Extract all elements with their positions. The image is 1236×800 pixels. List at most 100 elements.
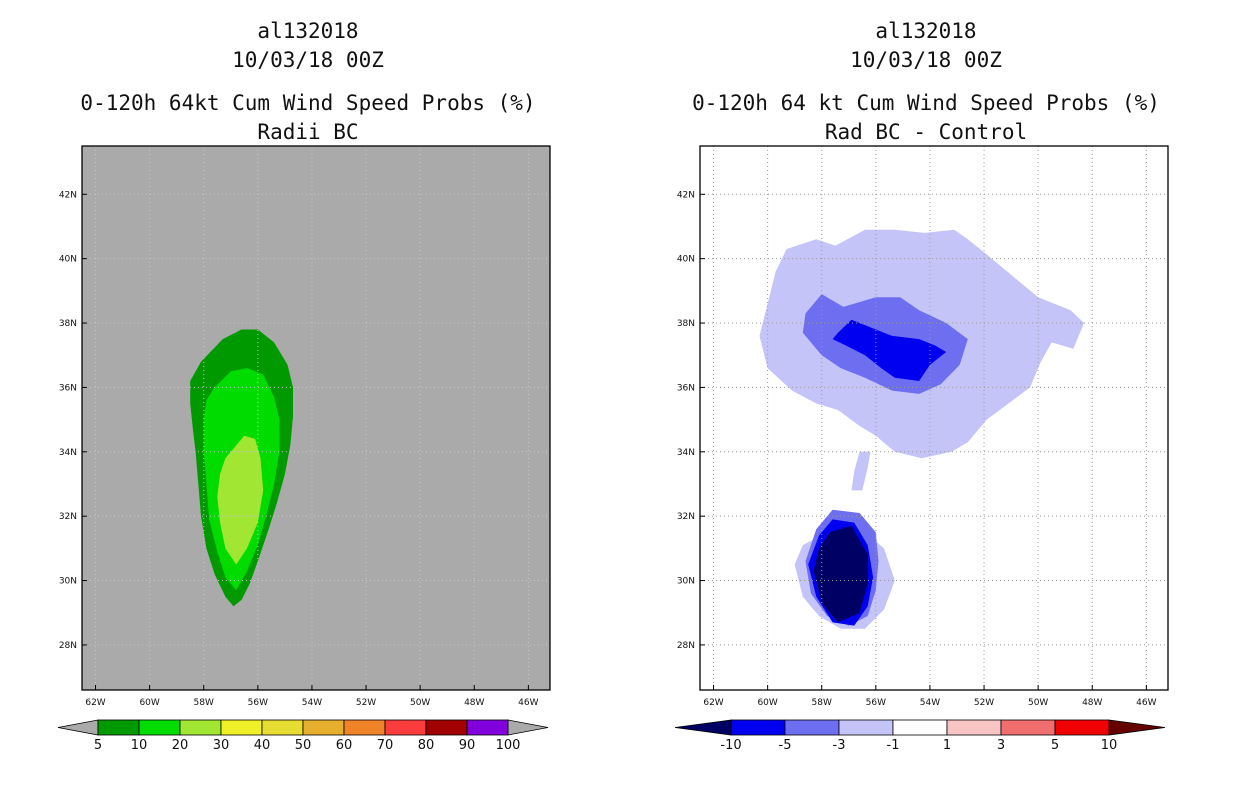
right-lat-tick-label-36N: 36N xyxy=(677,383,695,393)
left-panel: al132018 10/03/18 00Z 0-120h 64kt Cum Wi… xyxy=(57,19,551,753)
right-colorbar-label-1: 1 xyxy=(943,738,951,753)
left-lat-tick-label-42N: 42N xyxy=(59,190,77,200)
right-contour-layer xyxy=(759,229,1085,629)
right-colorbar-swatch-0 xyxy=(730,719,786,736)
left-colorbar-label-90: 90 xyxy=(459,738,476,753)
right-panel: al132018 10/03/18 00Z 0-120h 64 kt Cum W… xyxy=(674,19,1169,753)
left-colorbar-high-end xyxy=(507,719,549,736)
right-chart-subtitle: Rad BC - Control xyxy=(825,120,1027,144)
right-contour-neg1-2 xyxy=(851,451,871,491)
right-colorbar-swatch-6 xyxy=(1054,719,1110,736)
right-colorbar-label-5: 5 xyxy=(1051,738,1059,753)
right-colorbar-label--3: -3 xyxy=(833,738,846,753)
left-contour-layer xyxy=(190,329,293,607)
left-chart-subtitle: Radii BC xyxy=(257,120,358,144)
left-lat-tick-label-36N: 36N xyxy=(59,383,77,393)
left-colorbar-label-40: 40 xyxy=(254,738,271,753)
left-lat-tick-label-28N: 28N xyxy=(59,641,77,651)
left-colorbar-label-30: 30 xyxy=(213,738,230,753)
right-lat-tick-label-32N: 32N xyxy=(677,512,695,522)
right-colorbar-low-end xyxy=(674,719,732,736)
right-lon-tick-label-58W: 58W xyxy=(812,698,832,708)
left-colorbar-low-end xyxy=(57,719,99,736)
left-lat-tick-label-32N: 32N xyxy=(59,512,77,522)
right-colorbar-label-3: 3 xyxy=(997,738,1005,753)
left-axis-ticks: 62W 60W 58W 56W 54W 52W 50W 48W 46W 42N 40N 38N 36N 3… xyxy=(59,190,539,708)
right-axis-ticks: 62W 60W 58W 56W 54W 52W 50W 48W 46W 42N 40N 38N 36N 3… xyxy=(677,190,1157,708)
left-colorbar-label-5: 5 xyxy=(94,738,102,753)
left-colorbar-swatch-1 xyxy=(138,719,181,736)
right-chart-title: 0-120h 64 kt Cum Wind Speed Probs (%) xyxy=(692,91,1160,115)
right-colorbar-high-end xyxy=(1108,719,1166,736)
right-colorbar-label--10: -10 xyxy=(720,738,741,753)
right-lat-tick-label-42N: 42N xyxy=(677,190,695,200)
right-lon-tick-label-56W: 56W xyxy=(866,698,886,708)
left-colorbar-swatch-3 xyxy=(220,719,263,736)
left-lon-tick-label-50W: 50W xyxy=(410,698,430,708)
left-lon-tick-label-58W: 58W xyxy=(194,698,214,708)
right-colorbar-swatch-5 xyxy=(1000,719,1056,736)
right-lat-tick-label-40N: 40N xyxy=(677,255,695,265)
right-colorbar-label--1: -1 xyxy=(887,738,900,753)
right-lon-tick-label-60W: 60W xyxy=(757,698,777,708)
right-colorbar: -10 -5 -3 -1 1 3 5 10 xyxy=(674,719,1166,753)
left-colorbar-label-10: 10 xyxy=(131,738,148,753)
right-lon-tick-label-48W: 48W xyxy=(1082,698,1102,708)
left-plot-frame xyxy=(81,145,551,691)
right-plot-frame xyxy=(699,145,1169,691)
left-colorbar-swatch-4 xyxy=(261,719,304,736)
left-colorbar-label-80: 80 xyxy=(418,738,435,753)
left-lon-tick-label-62W: 62W xyxy=(85,698,105,708)
right-colorbar-swatch-3 xyxy=(892,719,948,736)
right-lon-tick-label-50W: 50W xyxy=(1028,698,1048,708)
right-colorbar-label--5: -5 xyxy=(779,738,792,753)
right-lat-tick-label-38N: 38N xyxy=(677,319,695,329)
left-lon-tick-label-56W: 56W xyxy=(248,698,268,708)
left-colorbar-swatch-8 xyxy=(425,719,468,736)
left-plot-background xyxy=(82,146,550,690)
left-contour-20-2 xyxy=(217,435,264,565)
left-grid xyxy=(82,146,550,690)
right-colorbar-swatch-1 xyxy=(784,719,840,736)
right-datetime: 10/03/18 00Z xyxy=(850,48,1002,72)
right-colorbar-label-10: 10 xyxy=(1101,738,1118,753)
left-colorbar-swatch-0 xyxy=(97,719,140,736)
right-lat-tick-label-28N: 28N xyxy=(677,641,695,651)
left-colorbar-label-100: 100 xyxy=(496,738,521,753)
left-storm-id: al132018 xyxy=(257,19,358,43)
left-colorbar-label-50: 50 xyxy=(295,738,312,753)
right-colorbar-swatch-2 xyxy=(838,719,894,736)
left-colorbar-swatch-7 xyxy=(384,719,427,736)
right-lat-tick-label-30N: 30N xyxy=(677,577,695,587)
left-lat-tick-label-30N: 30N xyxy=(59,577,77,587)
left-lon-tick-label-60W: 60W xyxy=(139,698,159,708)
right-contour-neg10-7 xyxy=(813,525,868,623)
left-colorbar-label-70: 70 xyxy=(377,738,394,753)
left-lat-tick-label-34N: 34N xyxy=(59,448,77,458)
right-storm-id: al132018 xyxy=(875,19,976,43)
right-colorbar-swatch-4 xyxy=(946,719,1002,736)
left-colorbar-swatch-9 xyxy=(466,719,509,736)
left-colorbar-swatch-5 xyxy=(302,719,345,736)
left-colorbar-label-60: 60 xyxy=(336,738,353,753)
left-colorbar: 5 10 20 30 40 50 60 70 80 90 100 xyxy=(57,719,549,753)
left-colorbar-swatch-6 xyxy=(343,719,386,736)
left-lon-tick-label-52W: 52W xyxy=(356,698,376,708)
right-grid xyxy=(700,146,1168,690)
right-lon-tick-label-52W: 52W xyxy=(974,698,994,708)
left-chart-title: 0-120h 64kt Cum Wind Speed Probs (%) xyxy=(80,91,535,115)
left-datetime: 10/03/18 00Z xyxy=(232,48,384,72)
right-lon-tick-label-54W: 54W xyxy=(920,698,940,708)
left-colorbar-swatch-2 xyxy=(179,719,222,736)
right-lon-tick-label-62W: 62W xyxy=(703,698,723,708)
right-lat-tick-label-34N: 34N xyxy=(677,448,695,458)
left-lat-tick-label-38N: 38N xyxy=(59,319,77,329)
left-lat-tick-label-40N: 40N xyxy=(59,255,77,265)
right-contour-neg5-5 xyxy=(832,319,947,381)
left-lon-tick-label-46W: 46W xyxy=(518,698,538,708)
left-lon-tick-label-48W: 48W xyxy=(464,698,484,708)
left-colorbar-label-20: 20 xyxy=(172,738,189,753)
left-lon-tick-label-54W: 54W xyxy=(302,698,322,708)
right-lon-tick-label-46W: 46W xyxy=(1136,698,1156,708)
